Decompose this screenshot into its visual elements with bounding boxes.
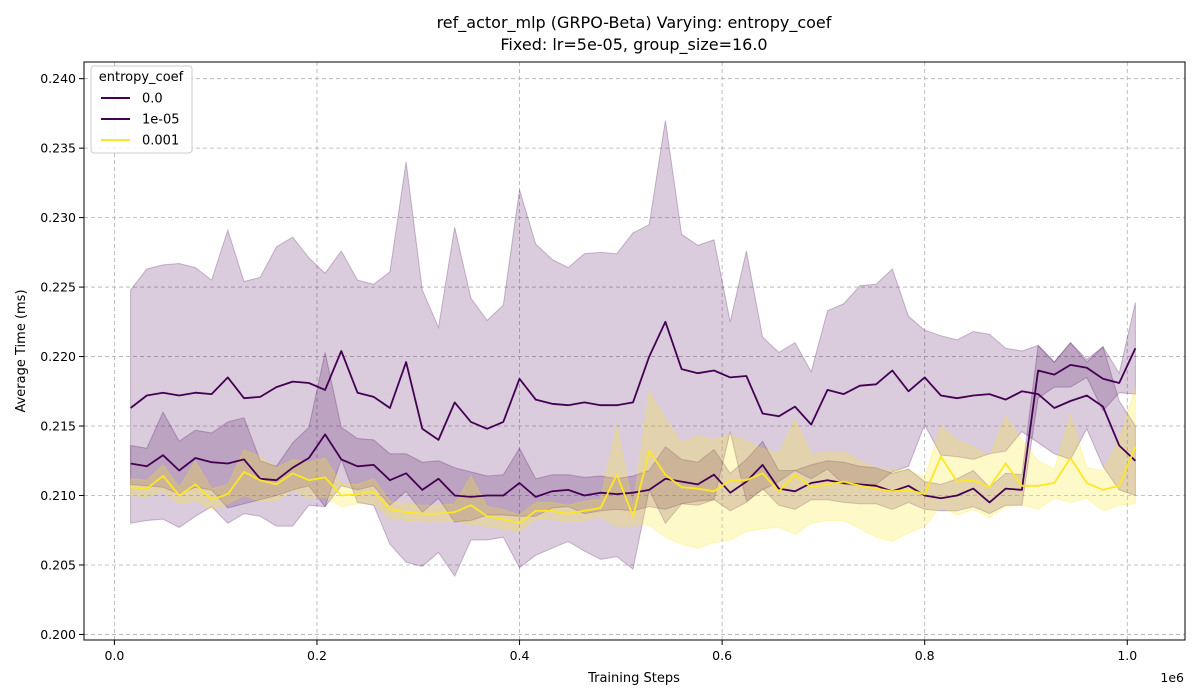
plot-area-frame [83,61,1186,641]
x-tick-label: 0.2 [307,648,327,663]
legend: entropy_coef 0.0 1e-05 0.001 [90,65,193,154]
chart-subtitle: Fixed: lr=5e-05, group_size=16.0 [500,35,767,55]
x-axis: 0.0 0.2 0.4 0.6 0.8 1.0 [104,640,1137,663]
y-axis: 0.200 0.205 0.210 0.215 0.220 0.225 0.230 0.235… [40,71,84,642]
x-tick-label: 0.6 [712,648,732,663]
legend-frame [90,65,193,154]
series-band-0.0 [130,120,1136,578]
series-line-0.001 [130,446,1137,525]
y-tick-label: 0.210 [40,488,76,503]
legend-title: entropy_coef [99,70,184,85]
legend-entry-label: 0.001 [142,134,179,149]
legend-entry-label: 0.0 [142,92,163,107]
y-tick-label: 0.215 [40,419,76,434]
chart-title: ref_actor_mlp (GRPO-Beta) Varying: entro… [437,13,832,33]
y-tick-label: 0.205 [40,557,76,572]
series-line-0.0 [130,320,1137,462]
series-line-1e-05 [130,347,1137,504]
x-axis-offset-label: 1e6 [1160,670,1184,685]
y-tick-label: 0.235 [40,141,76,156]
series-band-1e-05 [130,302,1136,523]
y-tick-label: 0.220 [40,349,76,364]
x-axis-label: Training Steps [587,671,680,686]
grid [84,62,1185,640]
series-lines [130,320,1137,525]
x-tick-label: 0.8 [915,648,935,663]
x-tick-label: 1.0 [1117,648,1137,663]
y-tick-label: 0.240 [40,71,76,86]
series-band-0.001 [130,386,1136,549]
y-tick-label: 0.230 [40,210,76,225]
confidence-bands [130,120,1136,578]
x-tick-label: 0.4 [510,648,530,663]
y-tick-label: 0.200 [40,627,76,642]
y-tick-label: 0.225 [40,280,76,295]
legend-entry-label: 1e-05 [142,113,180,128]
x-tick-label: 0.0 [104,648,124,663]
y-axis-label: Average Time (ms) [14,289,29,412]
